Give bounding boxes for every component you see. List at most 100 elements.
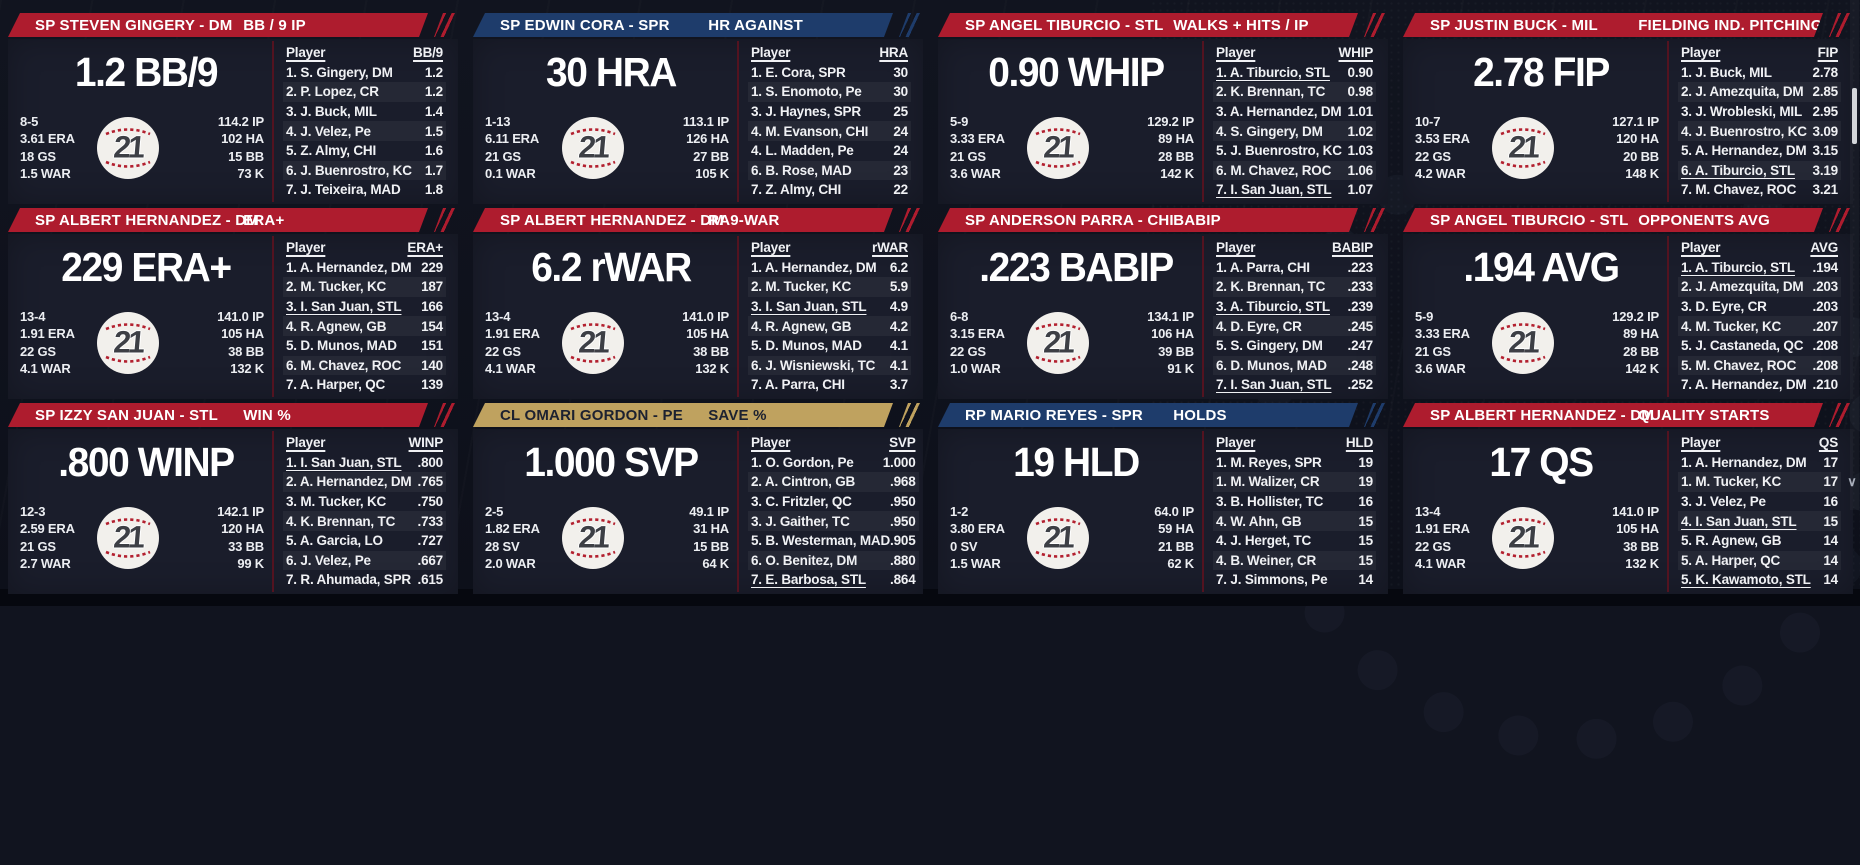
leaderboard-row[interactable]: 4. J. Velez, Pe 1.5 <box>283 121 446 141</box>
leaderboard-row[interactable]: 3. I. San Juan, STL 4.9 <box>748 297 911 317</box>
leaderboard-row[interactable]: 2. A. Cintron, GB .968 <box>748 472 919 492</box>
leaderboard-row[interactable]: 5. A. Hernandez, DM 3.15 <box>1678 141 1841 161</box>
leaderboard-row[interactable]: 1. M. Tucker, KC 17 <box>1678 472 1841 492</box>
leaderboard-row[interactable]: 1. I. San Juan, STL .800 <box>283 453 446 473</box>
leaderboard-row[interactable]: 1. M. Reyes, SPR 19 <box>1213 453 1376 473</box>
leaderboard-row[interactable]: 6. O. Benitez, DM .880 <box>748 550 919 571</box>
leaderboard-row[interactable]: 1. A. Parra, CHI .223 <box>1213 258 1376 278</box>
leaderboard-row[interactable]: 5. J. Buenrostro, KC 1.03 <box>1213 141 1376 161</box>
leaderboard-row[interactable]: 3. C. Fritzler, QC .950 <box>748 492 919 512</box>
leaderboard-row[interactable]: 5. M. Chavez, ROC .208 <box>1678 355 1841 376</box>
leaderboard-row[interactable]: 7. E. Barbosa, STL .864 <box>748 570 919 590</box>
leaderboard-row[interactable]: 7. A. Hernandez, DM .210 <box>1678 375 1841 395</box>
leaderboard-row[interactable]: 4. J. Buenrostro, KC 3.09 <box>1678 121 1841 141</box>
scroll-down-icon[interactable]: ∨ <box>1847 474 1857 489</box>
panel-header-bar: SP IZZY SAN JUAN - STL WIN % <box>8 403 428 427</box>
leaderboard-row[interactable]: 2. M. Tucker, KC 5.9 <box>748 277 911 297</box>
leaderboard-row[interactable]: 3. B. Hollister, TC 16 <box>1213 492 1376 512</box>
leaderboard-row[interactable]: 6. D. Munos, MAD .248 <box>1213 355 1376 376</box>
scrollbar-thumb[interactable] <box>1852 88 1857 144</box>
leaderboard-row[interactable]: 6. A. Tiburcio, STL 3.19 <box>1678 160 1841 181</box>
leaderboard-row[interactable]: 1. A. Tiburcio, STL 0.90 <box>1213 63 1376 83</box>
leaderboard-row[interactable]: 4. M. Evanson, CHI 24 <box>748 121 911 141</box>
leaderboard-row[interactable]: 4. S. Gingery, DM 1.02 <box>1213 121 1376 141</box>
leaderboard-row[interactable]: 1. O. Gordon, Pe 1.000 <box>748 453 919 473</box>
scrollbar[interactable]: ∨ <box>1847 0 1859 510</box>
leaderboard-row[interactable]: 4. D. Eyre, CR .245 <box>1213 316 1376 336</box>
leaderboard-row[interactable]: 3. J. Wrobleski, MIL 2.95 <box>1678 102 1841 122</box>
leaderboard-row[interactable]: 5. A. Garcia, LO .727 <box>283 531 446 551</box>
leaderboard-row[interactable]: 6. J. Buenrostro, KC 1.7 <box>283 160 446 181</box>
leaderboard-row[interactable]: 1. A. Hernandez, DM 229 <box>283 258 446 278</box>
leaderboard-row[interactable]: 7. J. Teixeira, MAD 1.8 <box>283 180 446 200</box>
leaderboard-row[interactable]: 5. D. Munos, MAD 151 <box>283 336 446 356</box>
leaderboard-row[interactable]: 6. B. Rose, MAD 23 <box>748 160 911 181</box>
leaderboard-row[interactable]: 3. I. San Juan, STL 166 <box>283 297 446 317</box>
leaderboard-row[interactable]: 7. A. Parra, CHI 3.7 <box>748 375 911 395</box>
panel-player-title[interactable]: RP MARIO REYES - SPR <box>965 406 1143 424</box>
leaderboard-row[interactable]: 4. R. Agnew, GB 154 <box>283 316 446 336</box>
leaderboard-row[interactable]: 1. A. Hernandez, DM 17 <box>1678 453 1841 473</box>
panel-player-title[interactable]: SP ANDERSON PARRA - CHI <box>965 211 1174 229</box>
leaderboard-row[interactable]: 2. A. Hernandez, DM .765 <box>283 472 446 492</box>
panel-player-title[interactable]: SP IZZY SAN JUAN - STL <box>35 406 219 424</box>
leaderboard-row[interactable]: 7. I. San Juan, STL .252 <box>1213 375 1376 395</box>
leaderboard-row[interactable]: 3. M. Tucker, KC .750 <box>283 492 446 512</box>
leaderboard-row[interactable]: 7. R. Ahumada, SPR .615 <box>283 570 446 590</box>
panel-player-title[interactable]: SP STEVEN GINGERY - DM <box>35 16 233 34</box>
panel-player-title[interactable]: SP ANGEL TIBURCIO - STL <box>1430 211 1629 229</box>
leaderboard-row[interactable]: 2. J. Amezquita, DM .203 <box>1678 277 1841 297</box>
leaderboard-row[interactable]: 4. M. Tucker, KC .207 <box>1678 316 1841 336</box>
leaderboard-row[interactable]: 2. M. Tucker, KC 187 <box>283 277 446 297</box>
panel-player-title[interactable]: SP EDWIN CORA - SPR <box>500 16 670 34</box>
leaderboard-row[interactable]: 1. J. Buck, MIL 2.78 <box>1678 63 1841 83</box>
panel-player-title[interactable]: CL OMARI GORDON - PE <box>500 406 683 424</box>
leaderboard-row[interactable]: 4. K. Brennan, TC .733 <box>283 511 446 531</box>
leaderboard-row[interactable]: 4. L. Madden, Pe 24 <box>748 141 911 161</box>
leaderboard-row[interactable]: 3. D. Eyre, CR .203 <box>1678 297 1841 317</box>
leaderboard-row[interactable]: 6. J. Wisniewski, TC 4.1 <box>748 355 911 376</box>
leaderboard-row[interactable]: 2. K. Brennan, TC .233 <box>1213 277 1376 297</box>
leaderboard-row[interactable]: 4. B. Weiner, CR 15 <box>1213 550 1376 571</box>
leaderboard-row[interactable]: 7. Z. Almy, CHI 22 <box>748 180 911 200</box>
panel-player-title[interactable]: SP ALBERT HERNANDEZ - DM <box>35 211 259 229</box>
leaderboard-row[interactable]: 5. J. Castaneda, QC .208 <box>1678 336 1841 356</box>
leaderboard-row[interactable]: 2. P. Lopez, CR 1.2 <box>283 82 446 102</box>
leaderboard-row[interactable]: 5. Z. Almy, CHI 1.6 <box>283 141 446 161</box>
leaderboard-row[interactable]: 3. J. Buck, MIL 1.4 <box>283 102 446 122</box>
leaderboard-row[interactable]: 7. J. Simmons, Pe 14 <box>1213 570 1376 590</box>
panel-player-title[interactable]: SP ALBERT HERNANDEZ - DM <box>1430 406 1654 424</box>
leaderboard-row[interactable]: 3. A. Tiburcio, STL .239 <box>1213 297 1376 317</box>
leaderboard-row[interactable]: 1. E. Cora, SPR 30 <box>748 63 911 83</box>
leaderboard-row[interactable]: 5. D. Munos, MAD 4.1 <box>748 336 911 356</box>
leaderboard-row[interactable]: 1. M. Walizer, CR 19 <box>1213 472 1376 492</box>
leaderboard-row[interactable]: 3. J. Gaither, TC .950 <box>748 511 919 531</box>
leaderboard-row[interactable]: 4. J. Herget, TC 15 <box>1213 531 1376 551</box>
leaderboard-row[interactable]: 3. J. Haynes, SPR 25 <box>748 102 911 122</box>
leaderboard-row[interactable]: 1. A. Tiburcio, STL .194 <box>1678 258 1841 278</box>
leaderboard-row[interactable]: 7. A. Harper, QC 139 <box>283 375 446 395</box>
leaderboard-row[interactable]: 2. K. Brennan, TC 0.98 <box>1213 82 1376 102</box>
leaderboard-row[interactable]: 3. J. Velez, Pe 16 <box>1678 492 1841 512</box>
leaderboard-row[interactable]: 1. A. Hernandez, DM 6.2 <box>748 258 911 278</box>
leaderboard-row[interactable]: 5. K. Kawamoto, STL 14 <box>1678 570 1841 590</box>
leaderboard-row[interactable]: 1. S. Enomoto, Pe 30 <box>748 82 911 102</box>
leaderboard-row[interactable]: 7. M. Chavez, ROC 3.21 <box>1678 180 1841 200</box>
leaderboard-row[interactable]: 2. J. Amezquita, DM 2.85 <box>1678 82 1841 102</box>
leaderboard-row[interactable]: 7. I. San Juan, STL 1.07 <box>1213 180 1376 200</box>
leaderboard-row[interactable]: 5. S. Gingery, DM .247 <box>1213 336 1376 356</box>
leaderboard-row[interactable]: 1. S. Gingery, DM 1.2 <box>283 63 446 83</box>
leaderboard-row[interactable]: 5. A. Harper, QC 14 <box>1678 550 1841 571</box>
leaderboard-row[interactable]: 5. R. Agnew, GB 14 <box>1678 531 1841 551</box>
leaderboard-row[interactable]: 4. R. Agnew, GB 4.2 <box>748 316 911 336</box>
leaderboard-row[interactable]: 5. B. Westerman, MAD .905 <box>748 531 919 551</box>
leaderboard-row[interactable]: 4. I. San Juan, STL 15 <box>1678 511 1841 531</box>
leaderboard-row[interactable]: 6. M. Chavez, ROC 140 <box>283 355 446 376</box>
leaderboard-row[interactable]: 6. M. Chavez, ROC 1.06 <box>1213 160 1376 181</box>
leaderboard-row[interactable]: 4. W. Ahn, GB 15 <box>1213 511 1376 531</box>
panel-player-title[interactable]: SP JUSTIN BUCK - MIL <box>1430 16 1598 34</box>
panel-player-title[interactable]: SP ALBERT HERNANDEZ - DM <box>500 211 724 229</box>
leaderboard-row[interactable]: 6. J. Velez, Pe .667 <box>283 550 446 571</box>
panel-player-title[interactable]: SP ANGEL TIBURCIO - STL <box>965 16 1164 34</box>
leaderboard-row[interactable]: 3. A. Hernandez, DM 1.01 <box>1213 102 1376 122</box>
